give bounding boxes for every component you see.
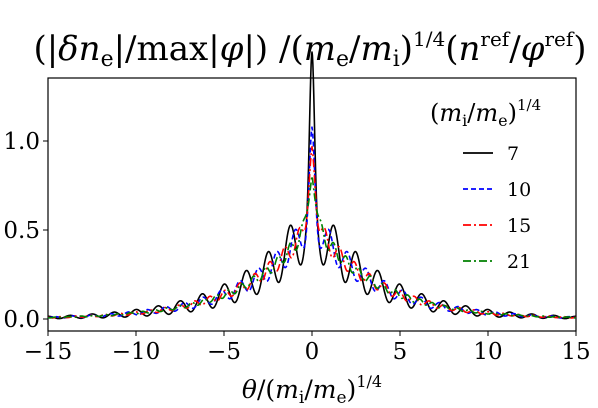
axis-ticks: −15 −10 −5 0 5 10 15 0.0 0.5 1.0 — [3, 129, 590, 365]
y-tick-label: 0.0 — [3, 307, 40, 333]
legend-label-7: 7 — [507, 143, 519, 165]
x-tick-label: 10 — [473, 339, 502, 365]
legend-label-10: 10 — [507, 179, 531, 201]
x-tick-label: 15 — [561, 339, 590, 365]
legend-label-15: 15 — [507, 215, 531, 237]
series-line-10 — [47, 126, 577, 319]
series-line-7 — [47, 51, 577, 320]
series-lines — [47, 51, 577, 320]
x-tick-label: −15 — [24, 339, 73, 365]
y-tick-label: 0.5 — [3, 218, 40, 244]
x-tick-label: −10 — [112, 339, 161, 365]
series-line-21 — [47, 175, 577, 319]
chart-title: (|δne|/max|φ|) /(me/mi)1/4(nref/φref) — [33, 27, 586, 72]
series-line-15 — [47, 145, 577, 319]
x-tick-label: 0 — [305, 339, 320, 365]
legend-label-21: 21 — [507, 251, 531, 273]
x-tick-label: 5 — [393, 339, 408, 365]
legend: (mi/me)1/4 7 10 15 21 — [430, 96, 541, 273]
legend-title: (mi/me)1/4 — [430, 96, 541, 130]
x-axis-label: θ/(mi/me)1/4 — [242, 372, 382, 408]
y-tick-label: 1.0 — [3, 129, 40, 155]
x-tick-label: −5 — [207, 339, 241, 365]
